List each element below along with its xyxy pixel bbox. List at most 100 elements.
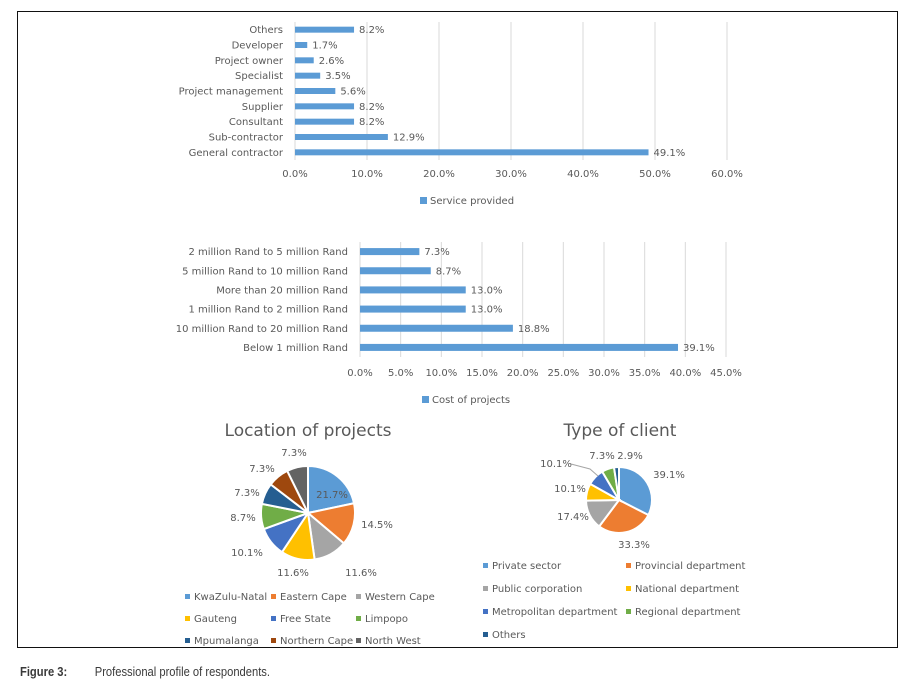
data-label: 7.3% bbox=[281, 448, 306, 459]
category-label: Sub-contractor bbox=[209, 133, 284, 144]
bar bbox=[295, 57, 314, 64]
x-tick-label: 60.0% bbox=[711, 169, 743, 180]
data-label: 10.1% bbox=[540, 459, 572, 470]
category-label: Specialist bbox=[235, 71, 283, 82]
legend-label: North West bbox=[365, 636, 421, 647]
legend-label: Gauteng bbox=[194, 614, 237, 625]
x-tick-label: 45.0% bbox=[710, 368, 742, 379]
legend-label: Regional department bbox=[635, 607, 741, 618]
legend-label: KwaZulu-Natal bbox=[194, 592, 267, 603]
legend-label: Eastern Cape bbox=[280, 592, 347, 603]
legend-swatch bbox=[356, 638, 361, 643]
pie-slice bbox=[618, 465, 653, 517]
data-label: 33.3% bbox=[618, 540, 650, 551]
legend-swatch bbox=[185, 616, 190, 621]
category-label: Developer bbox=[232, 41, 284, 52]
data-label: 8.7% bbox=[436, 266, 461, 277]
type-of-client-chart: Type of client 39.1% 33.3% 17.4% 10.1% 10.1%… bbox=[483, 421, 745, 641]
legend-label: Northern Cape bbox=[280, 636, 353, 647]
x-tick-label: 25.0% bbox=[547, 368, 579, 379]
category-label: Consultant bbox=[229, 117, 283, 128]
bar bbox=[295, 118, 355, 125]
legend-swatch bbox=[483, 609, 488, 614]
legend-swatch bbox=[626, 609, 631, 614]
category-label: 10 million Rand to 20 million Rand bbox=[176, 324, 348, 335]
category-label: Project owner bbox=[215, 56, 284, 67]
category-label: General contractor bbox=[189, 148, 284, 159]
legend-swatch bbox=[271, 616, 276, 621]
legend-label: Mpumalanga bbox=[194, 636, 259, 647]
pie-slice bbox=[597, 498, 650, 534]
data-label: 39.1% bbox=[653, 470, 685, 481]
legend-label: Public corporation bbox=[492, 584, 582, 595]
legend-label: Provincial department bbox=[635, 561, 745, 572]
pie-slice bbox=[285, 464, 309, 514]
x-tick-label: 50.0% bbox=[639, 169, 671, 180]
bar bbox=[360, 248, 420, 256]
legend-swatch bbox=[483, 563, 488, 568]
legend-label: Limpopo bbox=[365, 614, 408, 625]
category-label: Project management bbox=[179, 87, 283, 98]
legend-swatch bbox=[483, 586, 488, 591]
legend-swatch bbox=[356, 594, 361, 599]
legend-swatch bbox=[483, 632, 488, 637]
data-label: 13.0% bbox=[471, 305, 503, 316]
data-label: 8.7% bbox=[230, 513, 255, 524]
data-label: 8.2% bbox=[359, 102, 384, 113]
legend-label: Cost of projects bbox=[432, 395, 510, 406]
bar bbox=[295, 103, 355, 110]
x-tick-label: 10.0% bbox=[351, 169, 383, 180]
legend-label: Free State bbox=[280, 614, 331, 625]
bar bbox=[360, 267, 431, 275]
legend-swatch bbox=[422, 396, 429, 403]
x-tick-label: 40.0% bbox=[567, 169, 599, 180]
legend-label: Western Cape bbox=[365, 592, 435, 603]
legend-swatch bbox=[271, 638, 276, 643]
figure-label: Figure 3: bbox=[20, 664, 68, 679]
pie-slice bbox=[307, 464, 356, 515]
bar bbox=[295, 134, 388, 140]
data-label: 39.1% bbox=[683, 343, 715, 354]
legend-swatch bbox=[271, 594, 276, 599]
legend-label: Private sector bbox=[492, 561, 562, 572]
data-label: 7.3% bbox=[249, 464, 274, 475]
data-label: 10.1% bbox=[231, 548, 263, 559]
x-tick-label: 10.0% bbox=[425, 368, 457, 379]
figure-frame bbox=[17, 11, 898, 648]
legend-label: National department bbox=[635, 584, 739, 595]
data-label: 8.2% bbox=[359, 25, 384, 36]
x-tick-label: 40.0% bbox=[669, 368, 701, 379]
data-label: 2.6% bbox=[319, 56, 344, 67]
chart-title: Location of projects bbox=[225, 421, 392, 441]
category-label: More than 20 million Rand bbox=[216, 285, 348, 296]
data-label: 18.8% bbox=[518, 324, 550, 335]
service-provided-chart: 0.0% 10.0% 20.0% 30.0% 40.0% 50.0% 60.0% Others… bbox=[179, 22, 743, 207]
chart-title: Type of client bbox=[563, 421, 677, 441]
x-tick-label: 15.0% bbox=[466, 368, 498, 379]
leader-line bbox=[570, 463, 599, 477]
data-label: 14.5% bbox=[361, 520, 393, 531]
x-tick-label: 30.0% bbox=[495, 169, 527, 180]
category-label: 1 million Rand to 2 million Rand bbox=[188, 305, 348, 316]
bar bbox=[360, 324, 513, 332]
x-tick-label: 20.0% bbox=[423, 169, 455, 180]
category-label: Supplier bbox=[242, 102, 284, 113]
data-label: 7.3% bbox=[589, 451, 614, 462]
x-tick-label: 0.0% bbox=[347, 368, 372, 379]
bar bbox=[295, 149, 649, 156]
data-label: 21.7% bbox=[316, 490, 348, 501]
data-label: 7.3% bbox=[234, 488, 259, 499]
bar bbox=[360, 286, 466, 294]
data-label: 3.5% bbox=[325, 71, 350, 82]
bar bbox=[295, 26, 355, 33]
data-label: 17.4% bbox=[557, 512, 589, 523]
x-tick-label: 0.0% bbox=[282, 169, 307, 180]
legend-swatch bbox=[185, 594, 190, 599]
location-of-projects-chart: Location of projects 21.7% 14.5% 11.6% 11.6… bbox=[185, 421, 435, 647]
x-tick-label: 35.0% bbox=[629, 368, 661, 379]
data-label: 10.1% bbox=[554, 484, 586, 495]
category-label: Below 1 million Rand bbox=[243, 343, 348, 354]
data-label: 1.7% bbox=[312, 41, 337, 52]
data-label: 49.1% bbox=[654, 148, 686, 159]
legend-label: Others bbox=[492, 630, 526, 641]
